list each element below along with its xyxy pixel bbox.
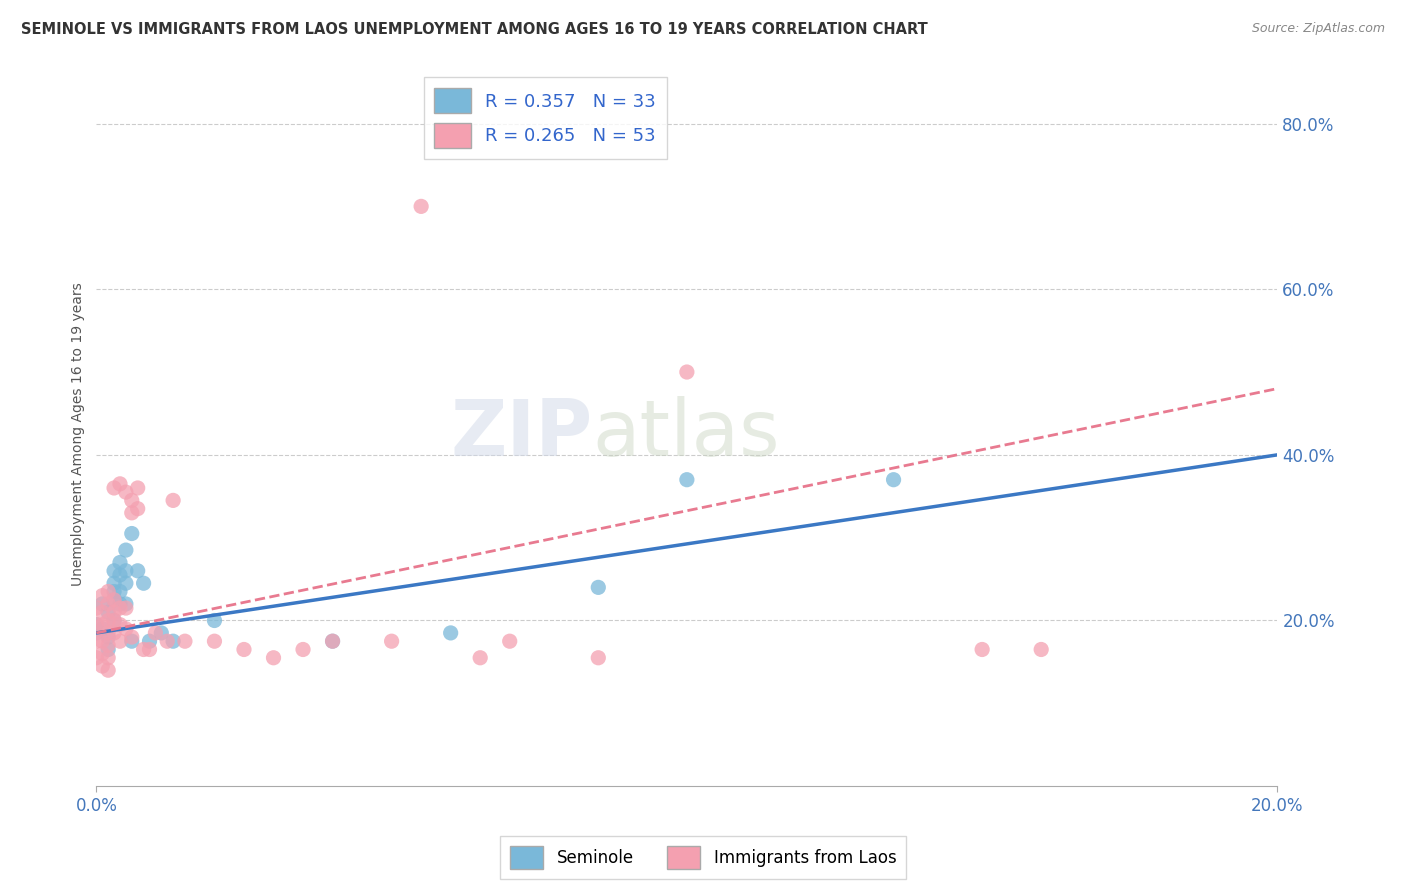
Point: [108, 634, 131, 648]
Point: [103, 481, 125, 495]
Point: [115, 601, 138, 615]
Point: [121, 506, 143, 520]
Point: [115, 543, 138, 558]
Point: [115, 622, 138, 636]
Point: [103, 592, 125, 607]
Point: [174, 634, 197, 648]
Point: [1031, 642, 1053, 657]
Point: [470, 650, 492, 665]
Point: [121, 630, 143, 644]
Point: [108, 584, 131, 599]
Point: [127, 481, 149, 495]
Point: [233, 642, 256, 657]
Point: [127, 501, 149, 516]
Point: [883, 473, 905, 487]
Point: [86, 617, 108, 632]
Point: [972, 642, 994, 657]
Legend: R = 0.357   N = 33, R = 0.265   N = 53: R = 0.357 N = 33, R = 0.265 N = 53: [423, 77, 666, 159]
Point: [588, 650, 610, 665]
Point: [103, 626, 125, 640]
Point: [138, 642, 160, 657]
Point: [381, 634, 404, 648]
Point: [115, 564, 138, 578]
Point: [97, 630, 120, 644]
Point: [91, 622, 114, 636]
Point: [676, 365, 699, 379]
Point: [676, 473, 699, 487]
Point: [499, 634, 522, 648]
Point: [411, 199, 433, 213]
Point: [138, 634, 160, 648]
Point: [121, 493, 143, 508]
Point: [162, 493, 184, 508]
Point: [91, 634, 114, 648]
Point: [103, 605, 125, 619]
Point: [115, 485, 138, 500]
Point: [156, 634, 179, 648]
Point: [86, 601, 108, 615]
Point: [97, 638, 120, 652]
Text: Source: ZipAtlas.com: Source: ZipAtlas.com: [1251, 22, 1385, 36]
Point: [97, 663, 120, 677]
Y-axis label: Unemployment Among Ages 16 to 19 years: Unemployment Among Ages 16 to 19 years: [72, 282, 86, 586]
Point: [115, 597, 138, 611]
Point: [588, 580, 610, 594]
Point: [108, 617, 131, 632]
Point: [86, 634, 108, 648]
Point: [97, 597, 120, 611]
Point: [108, 476, 131, 491]
Point: [322, 634, 344, 648]
Point: [127, 564, 149, 578]
Point: [204, 614, 226, 628]
Point: [103, 584, 125, 599]
Point: [145, 626, 167, 640]
Point: [103, 592, 125, 607]
Point: [86, 626, 108, 640]
Text: atlas: atlas: [592, 396, 780, 472]
Text: SEMINOLE VS IMMIGRANTS FROM LAOS UNEMPLOYMENT AMONG AGES 16 TO 19 YEARS CORRELAT: SEMINOLE VS IMMIGRANTS FROM LAOS UNEMPLO…: [21, 22, 928, 37]
Point: [103, 564, 125, 578]
Point: [97, 605, 120, 619]
Point: [115, 576, 138, 591]
Point: [97, 650, 120, 665]
Point: [108, 601, 131, 615]
Point: [91, 605, 114, 619]
Point: [91, 589, 114, 603]
Point: [97, 626, 120, 640]
Point: [162, 634, 184, 648]
Point: [132, 642, 155, 657]
Point: [91, 659, 114, 673]
Text: ZIP: ZIP: [450, 396, 592, 472]
Point: [322, 634, 344, 648]
Point: [440, 626, 463, 640]
Point: [132, 576, 155, 591]
Point: [86, 650, 108, 665]
Legend: Seminole, Immigrants from Laos: Seminole, Immigrants from Laos: [499, 836, 907, 880]
Point: [121, 526, 143, 541]
Point: [108, 597, 131, 611]
Point: [108, 568, 131, 582]
Point: [121, 634, 143, 648]
Point: [263, 650, 285, 665]
Point: [204, 634, 226, 648]
Point: [103, 576, 125, 591]
Point: [103, 614, 125, 628]
Point: [97, 642, 120, 657]
Point: [103, 614, 125, 628]
Point: [91, 617, 114, 632]
Point: [91, 597, 114, 611]
Point: [292, 642, 315, 657]
Point: [86, 617, 108, 632]
Point: [97, 614, 120, 628]
Point: [91, 647, 114, 661]
Point: [108, 556, 131, 570]
Point: [97, 584, 120, 599]
Point: [150, 626, 173, 640]
